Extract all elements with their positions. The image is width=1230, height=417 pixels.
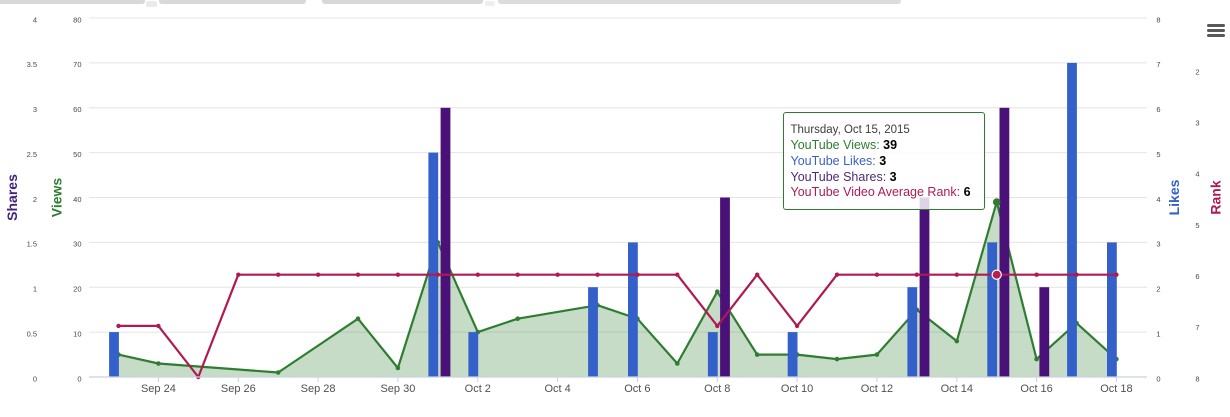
svg-text:0: 0	[77, 374, 81, 383]
svg-text:Sep 26: Sep 26	[221, 383, 256, 395]
svg-text:6: 6	[1156, 105, 1160, 114]
svg-text:3: 3	[33, 105, 37, 114]
svg-text:3.5: 3.5	[27, 60, 37, 69]
svg-text:8: 8	[1195, 374, 1199, 383]
svg-text:2: 2	[1195, 67, 1199, 76]
svg-text:2: 2	[1156, 285, 1160, 294]
svg-text:Oct 8: Oct 8	[704, 383, 730, 395]
svg-text:1: 1	[1156, 329, 1160, 338]
svg-text:7: 7	[1156, 60, 1160, 69]
svg-text:6: 6	[1195, 272, 1199, 281]
svg-text:3: 3	[1156, 240, 1160, 249]
svg-text:8: 8	[1156, 15, 1160, 24]
svg-text:10: 10	[73, 329, 81, 338]
svg-text:Shares: Shares	[4, 174, 20, 221]
svg-text:Sep 30: Sep 30	[380, 383, 415, 395]
svg-text:60: 60	[73, 105, 81, 114]
svg-text:5: 5	[1195, 221, 1199, 230]
svg-text:Sep 28: Sep 28	[301, 383, 336, 395]
svg-text:5: 5	[1156, 150, 1160, 159]
svg-text:Oct 4: Oct 4	[544, 383, 570, 395]
svg-text:Sep 24: Sep 24	[141, 383, 176, 395]
svg-text:40: 40	[73, 195, 81, 204]
svg-text:4: 4	[1195, 170, 1199, 179]
svg-text:20: 20	[73, 285, 81, 294]
svg-text:Likes: Likes	[1166, 179, 1182, 215]
svg-text:30: 30	[73, 240, 81, 249]
svg-text:1: 1	[33, 285, 37, 294]
svg-text:Oct 6: Oct 6	[624, 383, 650, 395]
svg-text:2.5: 2.5	[27, 150, 37, 159]
svg-text:0.5: 0.5	[27, 329, 37, 338]
svg-text:50: 50	[73, 150, 81, 159]
svg-text:4: 4	[33, 15, 37, 24]
svg-text:80: 80	[73, 15, 81, 24]
svg-text:4: 4	[1156, 195, 1160, 204]
svg-text:Oct 2: Oct 2	[465, 383, 491, 395]
svg-text:Rank: Rank	[1208, 180, 1224, 214]
svg-text:Oct 10: Oct 10	[781, 383, 813, 395]
svg-text:Oct 16: Oct 16	[1020, 383, 1052, 395]
svg-text:70: 70	[73, 60, 81, 69]
svg-text:0: 0	[33, 374, 37, 383]
svg-text:Oct 18: Oct 18	[1100, 383, 1132, 395]
svg-text:1.5: 1.5	[27, 240, 37, 249]
svg-text:Oct 14: Oct 14	[941, 383, 973, 395]
svg-text:3: 3	[1195, 119, 1199, 128]
svg-text:7: 7	[1195, 323, 1199, 332]
svg-text:0: 0	[1156, 374, 1160, 383]
svg-text:2: 2	[33, 195, 37, 204]
svg-text:Views: Views	[49, 178, 65, 218]
svg-text:Oct 12: Oct 12	[861, 383, 893, 395]
